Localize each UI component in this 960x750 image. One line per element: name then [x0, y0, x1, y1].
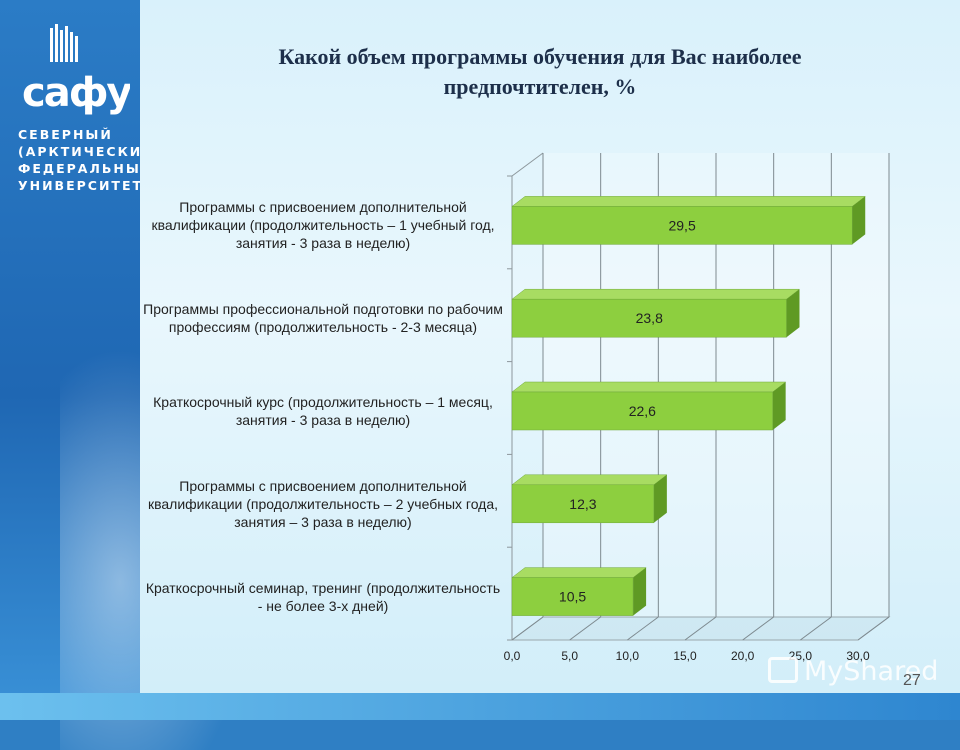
bar-top — [511, 567, 647, 578]
bar-value-label: 12,3 — [569, 496, 596, 512]
bottom-band — [0, 693, 960, 720]
bar-value-label: 23,8 — [636, 310, 663, 326]
bar — [511, 391, 773, 431]
logo-text-line: УНИВЕРСИТЕТ — [18, 178, 144, 193]
logo-text: СЕВЕРНЫЙ (АРКТИЧЕСКИЙ) ФЕДЕРАЛЬНЫЙ УНИВЕ… — [18, 126, 163, 194]
page-number: 27 — [903, 672, 921, 689]
logo-text-line: (АРКТИЧЕСКИЙ) — [18, 144, 163, 159]
bar-top — [511, 196, 866, 207]
x-tick-label: 0,0 — [504, 649, 521, 663]
bar — [511, 484, 655, 524]
category-label: Краткосрочный курс (продолжительность – … — [153, 394, 493, 428]
x-tick-label: 10,0 — [616, 649, 640, 663]
gridline-floor — [511, 616, 544, 641]
bar-side — [786, 289, 800, 338]
watermark: MyShared — [768, 656, 938, 687]
watermark-text: MyShared — [804, 656, 939, 687]
bar-side — [633, 567, 647, 616]
bar — [511, 577, 634, 616]
gridline-floor — [800, 616, 832, 641]
bar-side — [852, 196, 866, 245]
bar-top — [511, 381, 787, 393]
bar-top — [511, 474, 668, 486]
university-logo: сафу СЕВЕРНЫЙ (АРКТИЧЕСКИЙ) ФЕДЕРАЛЬНЫЙ … — [18, 22, 163, 194]
x-tick-label: 5,0 — [561, 649, 578, 663]
bar — [511, 206, 853, 245]
slide-title: Какой объем программы обучения для Вас н… — [278, 44, 802, 99]
x-tick-label: 15,0 — [673, 649, 697, 663]
category-label: Программы с присвоением дополнительной к… — [147, 477, 499, 530]
bar-chart: 0,0 5,0 10,0 15,0 20,0 25,0 30,029,523,822,612… — [504, 152, 891, 663]
gridline-floor — [569, 616, 601, 641]
x-tick-label: 20,0 — [731, 649, 755, 663]
bar-top — [511, 288, 801, 300]
logo-mark: сафу — [22, 24, 130, 116]
logo-text-line: ФЕДЕРАЛЬНЫЙ — [18, 161, 154, 176]
gridline-floor — [742, 616, 774, 641]
x-tick-label: 30,0 — [846, 649, 870, 663]
bar-value-label: 29,5 — [668, 217, 695, 233]
logo-text-line: СЕВЕРНЫЙ — [18, 127, 113, 142]
category-label: Программы профессиональной подготовки по… — [143, 301, 503, 336]
gridline-floor — [684, 616, 717, 641]
presentation-icon — [768, 657, 798, 683]
bar-value-label: 10,5 — [559, 589, 586, 605]
category-label: Программы с присвоением дополнительной к… — [151, 199, 495, 252]
gridline-floor — [627, 616, 659, 641]
category-label: Краткосрочный семинар, тренинг (продолжи… — [145, 579, 501, 614]
logo-wordmark: сафу — [22, 70, 130, 116]
bar-side — [772, 382, 786, 430]
bar-value-label: 22,6 — [629, 403, 656, 419]
chart-left-wall-edge — [511, 152, 544, 177]
bar — [511, 298, 787, 338]
bar-side — [653, 474, 667, 523]
gridline-floor — [857, 616, 890, 641]
